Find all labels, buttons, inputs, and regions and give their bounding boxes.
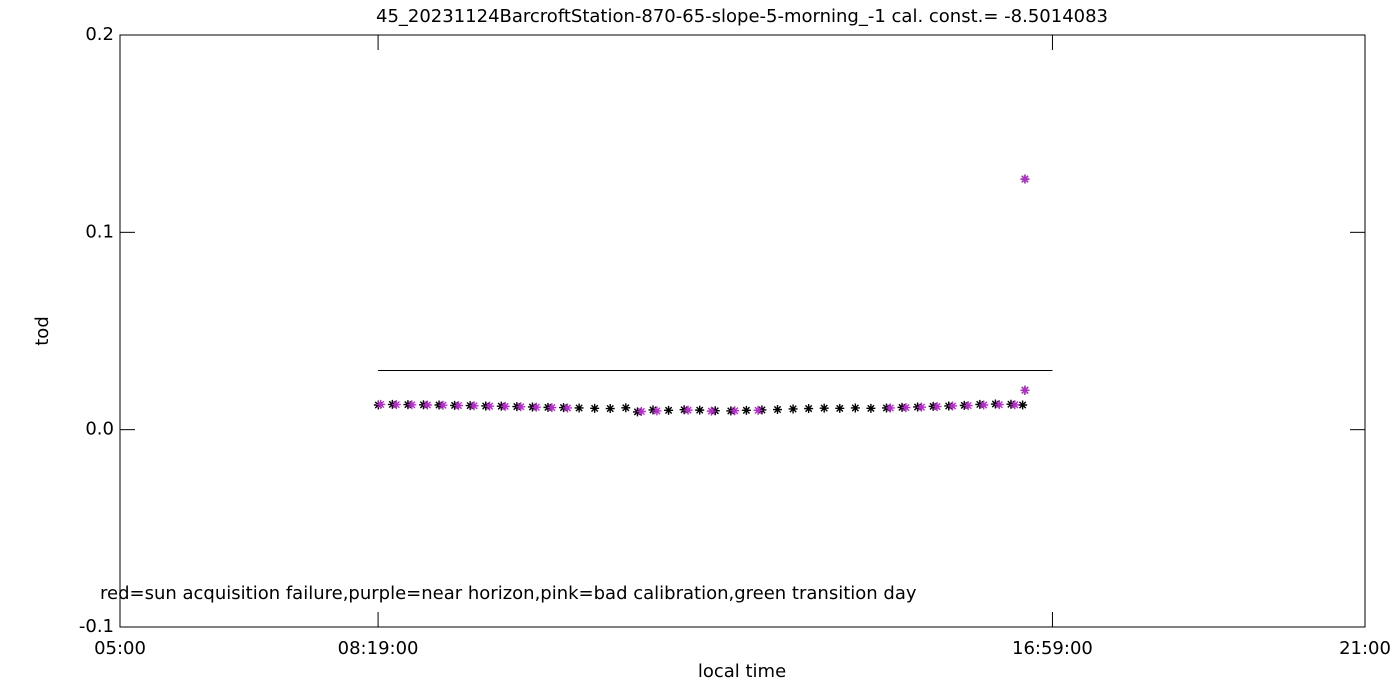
point [376, 399, 386, 409]
point [391, 400, 401, 410]
point [1020, 174, 1030, 184]
point [773, 405, 783, 415]
y-tick-label: 0.1 [85, 221, 114, 242]
x-tick-label: 16:59:00 [1012, 638, 1093, 659]
point [485, 401, 495, 411]
point [547, 403, 557, 413]
point [574, 403, 584, 413]
point [1018, 400, 1028, 410]
point [932, 402, 942, 412]
point [901, 403, 911, 413]
point [516, 402, 526, 412]
point [885, 403, 895, 413]
point [531, 402, 541, 412]
point [788, 404, 798, 414]
point [994, 400, 1004, 410]
point [590, 403, 600, 413]
point [422, 400, 432, 410]
point [706, 406, 716, 416]
point [652, 406, 662, 416]
x-tick-label: 21:00 [1339, 638, 1391, 659]
y-tick-label: -0.1 [79, 616, 114, 637]
point [819, 403, 829, 413]
point [835, 403, 845, 413]
point [605, 404, 615, 414]
point [621, 403, 631, 413]
y-tick-label: 0.0 [85, 419, 114, 440]
point [963, 401, 973, 411]
point [1020, 385, 1030, 395]
chart-title: 45_20231124BarcroftStation-870-65-slope-… [376, 6, 1108, 27]
point [850, 403, 860, 413]
point [695, 405, 705, 415]
x-axis-label: local time [698, 661, 786, 682]
point [979, 400, 989, 410]
point [948, 401, 958, 411]
point [500, 401, 510, 411]
point [407, 400, 417, 410]
point [562, 403, 572, 413]
point [648, 405, 658, 415]
point [804, 404, 814, 414]
x-tick-label: 08:19:00 [338, 638, 419, 659]
point [1010, 400, 1020, 410]
point [741, 405, 751, 415]
point [683, 405, 693, 415]
point [636, 407, 646, 417]
point [753, 405, 763, 415]
point [730, 406, 740, 416]
y-tick-label: 0.2 [85, 24, 114, 45]
point [866, 403, 876, 413]
annotation: red=sun acquisition failure,purple=near … [100, 583, 917, 604]
point [664, 405, 674, 415]
point [916, 402, 926, 412]
x-tick-label: 05:00 [94, 638, 146, 659]
point [438, 400, 448, 410]
y-axis-label: tod [32, 316, 53, 346]
plot-frame [119, 34, 1366, 628]
point [453, 401, 463, 411]
point [469, 401, 479, 411]
